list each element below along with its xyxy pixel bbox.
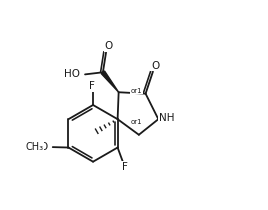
Polygon shape (101, 71, 119, 92)
Text: F: F (122, 162, 128, 172)
Text: or1: or1 (131, 88, 143, 94)
Text: O: O (40, 142, 48, 152)
Text: O: O (105, 41, 113, 51)
Text: O: O (151, 61, 159, 71)
Text: F: F (89, 81, 95, 91)
Text: CH₃: CH₃ (25, 142, 43, 152)
Text: NH: NH (159, 113, 174, 123)
Text: or1: or1 (130, 119, 142, 125)
Text: HO: HO (64, 69, 80, 79)
